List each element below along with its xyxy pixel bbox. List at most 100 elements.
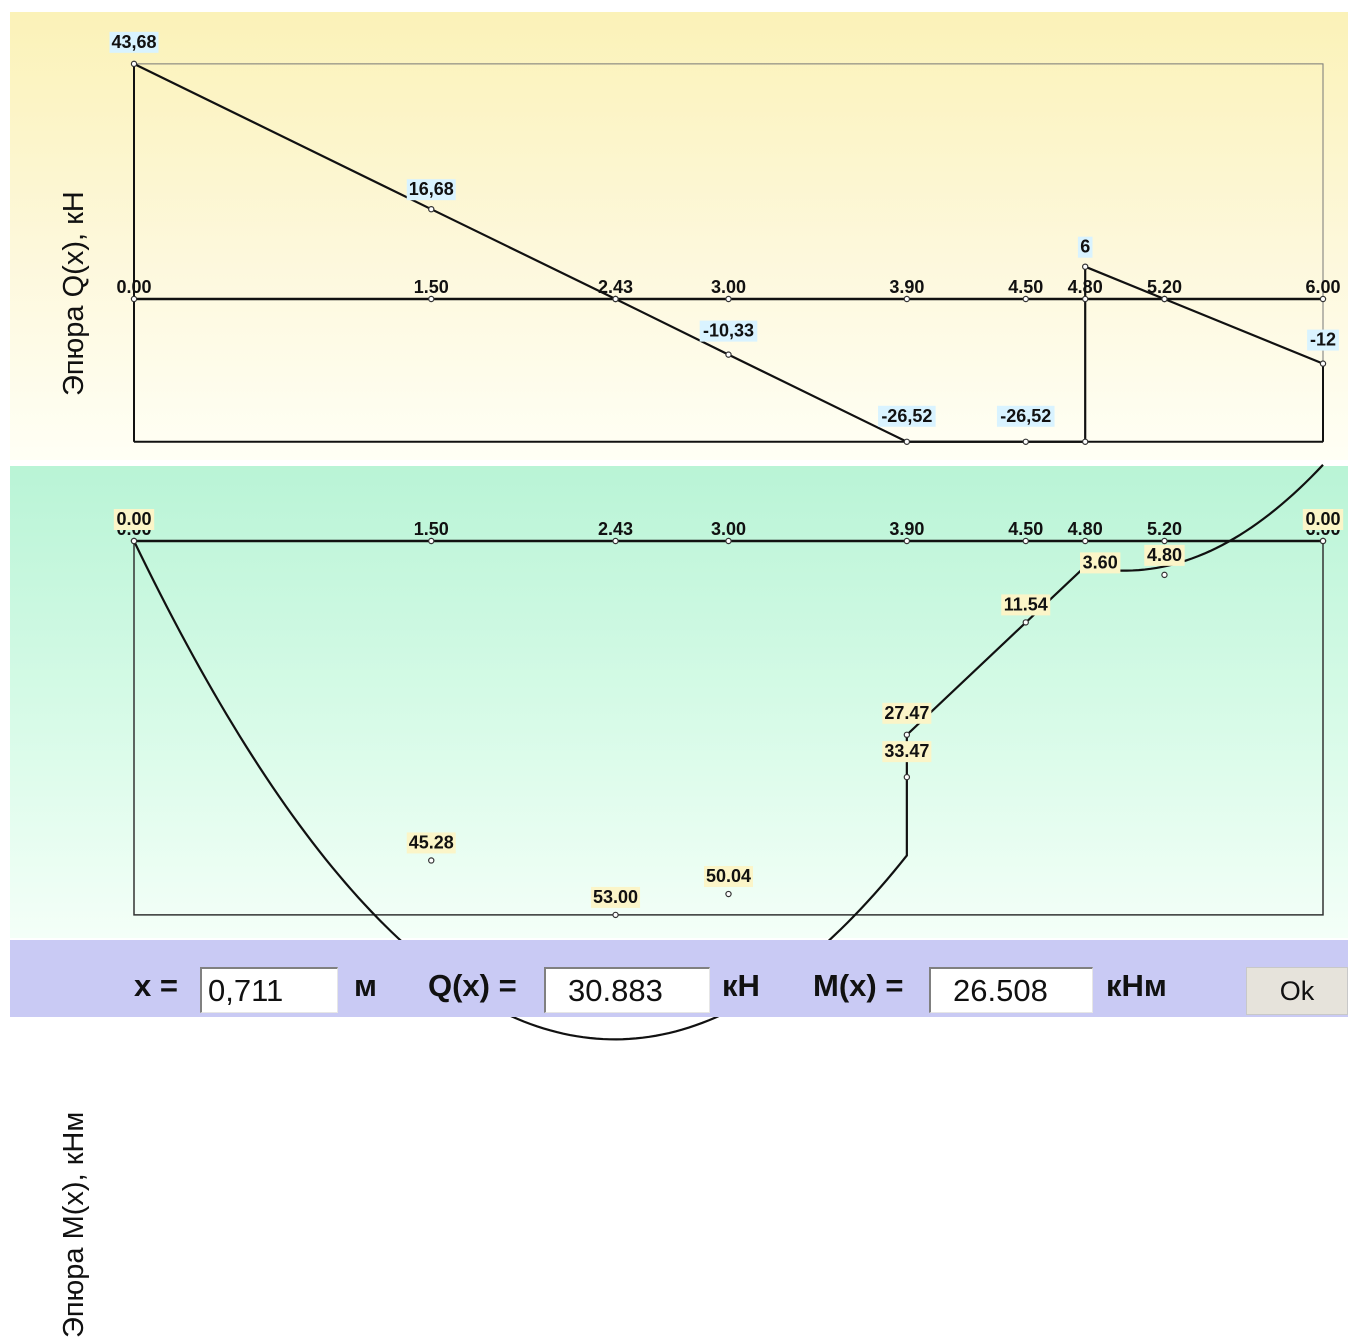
m-value-label-5: 33.47	[884, 741, 929, 761]
q-value-label-3: -26,52	[881, 406, 932, 426]
m-data-point-1	[428, 857, 435, 864]
m-value-label-7: 11.54	[1004, 594, 1048, 614]
m-value-label-0: 0.00	[116, 509, 151, 529]
m-data-point-8	[1161, 571, 1168, 579]
m-data-point-4	[903, 773, 911, 781]
q-data-point-5	[1022, 438, 1029, 445]
q-axis-point-4.50	[1022, 295, 1029, 303]
q-tick-label-4.50: 4.50	[1008, 277, 1043, 297]
q-value-label-2: -10,33	[703, 321, 754, 341]
x-unit: м	[354, 968, 377, 1003]
q-data-point-3	[725, 351, 732, 358]
q-axis-point-3.90	[903, 295, 911, 303]
m-value-label-6: 27.47	[884, 703, 929, 723]
m-axis-point-4.80	[1081, 537, 1089, 545]
q-tick-label-1.50: 1.50	[414, 277, 449, 297]
q-value-label-0: 43,68	[111, 32, 156, 52]
q-plot-frame	[133, 63, 1324, 443]
q-axis-point-3.00	[725, 295, 732, 303]
m-value-label-9-bg	[1144, 544, 1185, 566]
m-value-label-2-bg	[406, 832, 456, 854]
bending-moment-chart: 0.001.502.433.003.904.504.805.206.000.00…	[113, 464, 1344, 1041]
q-value-label-6: -12	[1310, 330, 1336, 350]
q-tick-label-5.20: 5.20	[1147, 277, 1182, 297]
m-unit: кНм	[1106, 968, 1167, 1003]
q-value-label-2-bg	[699, 320, 758, 342]
m-value-label-6-bg	[882, 702, 932, 724]
value-input-bar: x = м Q(x) = кН M(x) = кНм Ok	[10, 940, 1348, 1017]
q-data-point-4	[903, 438, 911, 445]
m-value-label-1-bg	[1302, 509, 1344, 530]
m-tick-label-5.20: 5.20	[1147, 519, 1182, 539]
m-data-point-9	[1319, 537, 1327, 545]
m-value-label-8: 3.60	[1083, 552, 1118, 572]
q-data-point-7	[1081, 263, 1089, 270]
q-data-point-2	[612, 295, 619, 303]
q-data-point-6	[1081, 438, 1089, 445]
q-axis-point-1.50	[428, 295, 435, 303]
q-value-label-5: 6	[1080, 237, 1090, 257]
m-value-label-3-bg	[591, 886, 641, 908]
x-input[interactable]	[200, 967, 338, 1013]
m-tick-label-2.43: 2.43	[598, 519, 633, 539]
q-diagram-line	[133, 62, 1324, 443]
q-value-label-4: -26,52	[1000, 406, 1051, 426]
m-axis-point-4.50	[1022, 537, 1029, 545]
m-tick-label-1.50: 1.50	[414, 519, 449, 539]
m-data-point-0	[130, 537, 138, 545]
bending-moment-panel: Эпюра M(x), кНм 0.00 1.50 2.43 3.00 3.90 4.50…	[10, 464, 1348, 1338]
m-data-point-5	[903, 731, 911, 739]
q-data-point-9	[1319, 360, 1327, 367]
m-value-label-4: 50.04	[706, 866, 751, 886]
q-value-label-6-bg	[1307, 329, 1339, 351]
q-axis-point-6.00	[1319, 295, 1327, 303]
q-data-point-8	[1161, 295, 1168, 303]
m-axis-point-5.20	[1161, 537, 1168, 545]
m-axis-point-2.43	[612, 537, 619, 545]
q-tick-label-3.00: 3.00	[711, 277, 746, 297]
q-value-label-1-bg	[406, 179, 456, 201]
q-tick-label-6.00: 6.00	[1305, 277, 1340, 297]
m-value-label-3: 53.00	[593, 887, 638, 907]
q-data-point-0	[130, 60, 138, 68]
q-tick-label-3.90: 3.90	[889, 277, 924, 297]
m-plot-frame	[133, 540, 1324, 916]
q-unit: кН	[722, 968, 760, 1003]
q-value-label-5-bg	[1077, 236, 1093, 258]
m-axis-point-3.90	[903, 537, 911, 545]
m-value-label-8-bg	[1080, 552, 1121, 574]
m-value-field[interactable]	[929, 967, 1093, 1013]
m-tick-label-3.90: 3.90	[889, 519, 924, 539]
m-value-label-0-bg	[113, 509, 155, 530]
m-value-label-7-bg	[1001, 594, 1051, 616]
ok-button[interactable]: Ok	[1246, 967, 1348, 1015]
m-tick-label-4.80: 4.80	[1068, 519, 1103, 539]
q-label: Q(x) =	[428, 968, 517, 1003]
shear-force-panel: Эпюра Q(x), кН 0.00 1.50 2.43 3.00 3.90 4.50 4…	[10, 12, 1348, 460]
m-value-label-2: 45.28	[409, 832, 454, 852]
m-value-label-5-bg	[882, 741, 932, 763]
m-axis-point-1.50	[428, 537, 435, 545]
q-axis-point-4.80	[1081, 295, 1089, 303]
q-tick-label-0.00: 0.00	[116, 277, 151, 297]
m-tick-label-4.50: 4.50	[1008, 519, 1043, 539]
m-tick-label-3.00: 3.00	[711, 519, 746, 539]
m-axis-point-3.00	[725, 537, 732, 545]
m-value-label-1: 0.00	[1305, 509, 1340, 529]
m-data-point-6	[1022, 619, 1029, 626]
q-value-label-0-bg	[109, 31, 159, 53]
m-data-point-2	[612, 911, 619, 919]
m-axis-label: Эпюра M(x), кНм	[58, 1111, 90, 1338]
m-label: M(x) =	[813, 968, 904, 1003]
q-value-label-4-bg	[996, 405, 1055, 427]
m-data-point-3	[725, 890, 732, 898]
x-label: x =	[134, 968, 178, 1003]
q-value-label-1: 16,68	[409, 179, 454, 199]
shear-force-chart: 0.00 1.50 2.43 3.00 3.90 4.50 4.80 5.20 6.00 43,6…	[109, 31, 1341, 445]
q-value-label-3-bg	[878, 405, 936, 427]
m-value-label-9: 4.80	[1147, 545, 1182, 565]
q-value-field[interactable]	[544, 967, 710, 1013]
m-value-label-4-bg	[704, 866, 753, 888]
q-tick-label-2.43: 2.43	[598, 277, 633, 297]
q-tick-label-4.80: 4.80	[1068, 277, 1103, 297]
